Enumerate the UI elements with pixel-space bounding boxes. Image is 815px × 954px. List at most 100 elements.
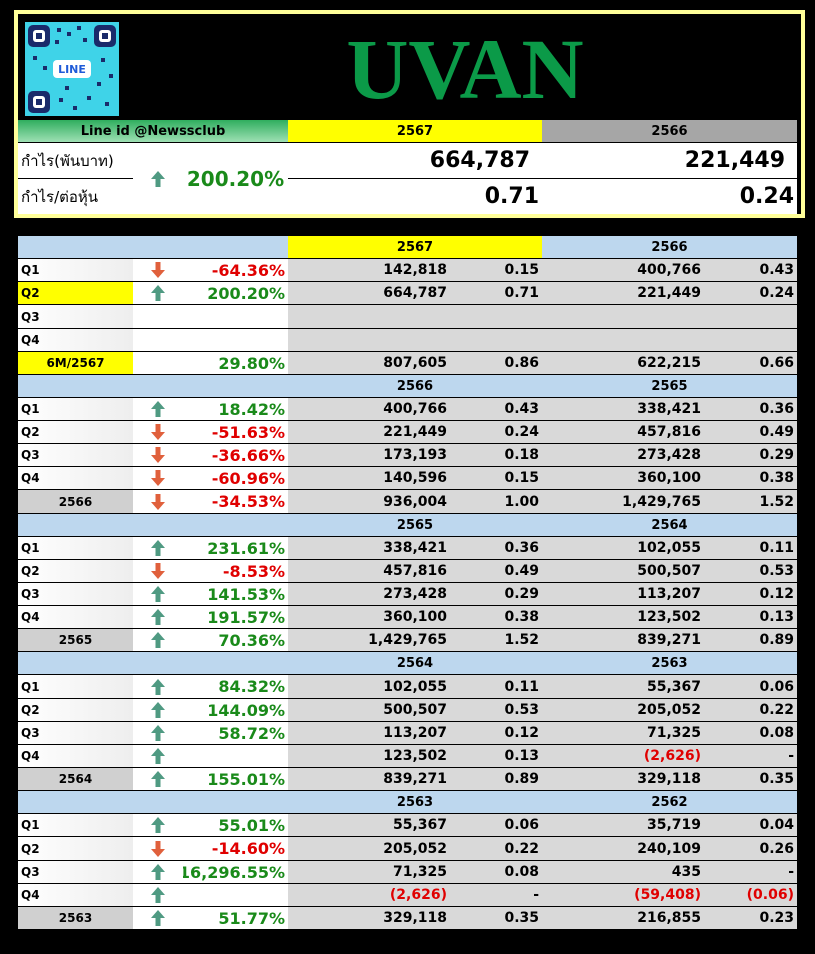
section-header (18, 652, 288, 674)
trend-cell (133, 629, 183, 651)
profit: 1,429,765 (542, 490, 704, 513)
profit: 839,271 (288, 768, 450, 790)
profit: 435 (542, 861, 704, 883)
year-header: 2565 (288, 514, 542, 536)
eps: 0.49 (704, 421, 797, 443)
change: -14.60% (183, 837, 288, 860)
year-header: 2565 (542, 375, 797, 397)
change: -64.36% (183, 259, 288, 281)
eps: 0.71 (288, 179, 542, 214)
eps: 0.18 (450, 444, 542, 466)
eps: 0.06 (704, 675, 797, 698)
trend-cell (133, 861, 183, 883)
change (183, 884, 288, 906)
eps: 0.24 (542, 179, 797, 214)
trend-arrow (151, 285, 165, 301)
section-header (18, 791, 288, 813)
profit: 500,507 (542, 560, 704, 582)
eps: 0.22 (450, 837, 542, 860)
profit: 622,215 (542, 352, 704, 374)
profit: (59,408) (542, 884, 704, 906)
eps: - (704, 861, 797, 883)
row-label: Q1 (18, 398, 133, 420)
eps: 0.12 (450, 722, 542, 744)
eps: 0.08 (450, 861, 542, 883)
profit: 221,449 (542, 282, 704, 304)
eps: 0.35 (704, 768, 797, 790)
row-label: Q2 (18, 282, 133, 304)
profit: 113,207 (288, 722, 450, 744)
trend-arrow (151, 702, 165, 718)
change: 155.01% (183, 768, 288, 790)
eps (450, 305, 542, 328)
change: 191.57% (183, 606, 288, 628)
row-label: Q3 (18, 583, 133, 605)
year-header: 2564 (288, 652, 542, 674)
row-label: Q3 (18, 305, 133, 328)
eps (704, 305, 797, 328)
profit: 500,507 (288, 699, 450, 721)
profit: 457,816 (542, 421, 704, 443)
change: 51.77% (183, 907, 288, 929)
eps: 0.29 (704, 444, 797, 466)
profit: 664,787 (288, 143, 542, 178)
row-label: Q1 (18, 537, 133, 559)
eps: 0.11 (704, 537, 797, 559)
trend-cell (133, 699, 183, 721)
trend-cell (133, 352, 183, 374)
trend-arrow (151, 864, 165, 880)
eps: 0.35 (450, 907, 542, 929)
profit: 664,787 (288, 282, 450, 304)
trend-cell (133, 837, 183, 860)
eps: 0.38 (450, 606, 542, 628)
trend-arrow (151, 540, 165, 556)
eps: 0.36 (704, 398, 797, 420)
trend-cell (133, 745, 183, 767)
trend-arrow (151, 748, 165, 764)
eps: 0.13 (704, 606, 797, 628)
profit: 400,766 (288, 398, 450, 420)
eps: 1.00 (450, 490, 542, 513)
eps: 0.89 (450, 768, 542, 790)
year-header: 2563 (542, 652, 797, 674)
trend-arrow (151, 447, 165, 463)
year-header: 2563 (288, 791, 542, 813)
row-label: Q1 (18, 675, 133, 698)
eps: 0.26 (704, 837, 797, 860)
profit: 113,207 (542, 583, 704, 605)
eps: - (450, 884, 542, 906)
eps: 0.53 (450, 699, 542, 721)
row-label: 2564 (18, 768, 133, 790)
profit: 55,367 (542, 675, 704, 698)
trend-cell (133, 814, 183, 836)
trend-arrow (151, 725, 165, 741)
profit: 360,100 (542, 467, 704, 489)
eps: 0.06 (450, 814, 542, 836)
header-frame (14, 10, 805, 218)
change: 200.20% (183, 282, 288, 304)
trend-cell (133, 398, 183, 420)
year-header: 2567 (288, 236, 542, 258)
metric-label: กำไร/ต่อหุ้น (18, 179, 133, 214)
trend-cell (133, 583, 183, 605)
profit: (2,626) (288, 884, 450, 906)
row-label: Q4 (18, 745, 133, 767)
profit (542, 305, 704, 328)
change (183, 329, 288, 351)
eps: 1.52 (704, 490, 797, 513)
change: 200.20% (183, 143, 288, 214)
row-label: Q1 (18, 814, 133, 836)
trend-arrow (151, 170, 165, 187)
profit: 102,055 (288, 675, 450, 698)
trend-arrow (151, 887, 165, 903)
eps: (0.06) (704, 884, 797, 906)
profit: 839,271 (542, 629, 704, 651)
profit: 936,004 (288, 490, 450, 513)
change: 55.01% (183, 814, 288, 836)
trend-cell (133, 143, 183, 214)
profit: 35,719 (542, 814, 704, 836)
eps: 0.86 (450, 352, 542, 374)
profit: 273,428 (542, 444, 704, 466)
trend-cell (133, 675, 183, 698)
profit: 173,193 (288, 444, 450, 466)
